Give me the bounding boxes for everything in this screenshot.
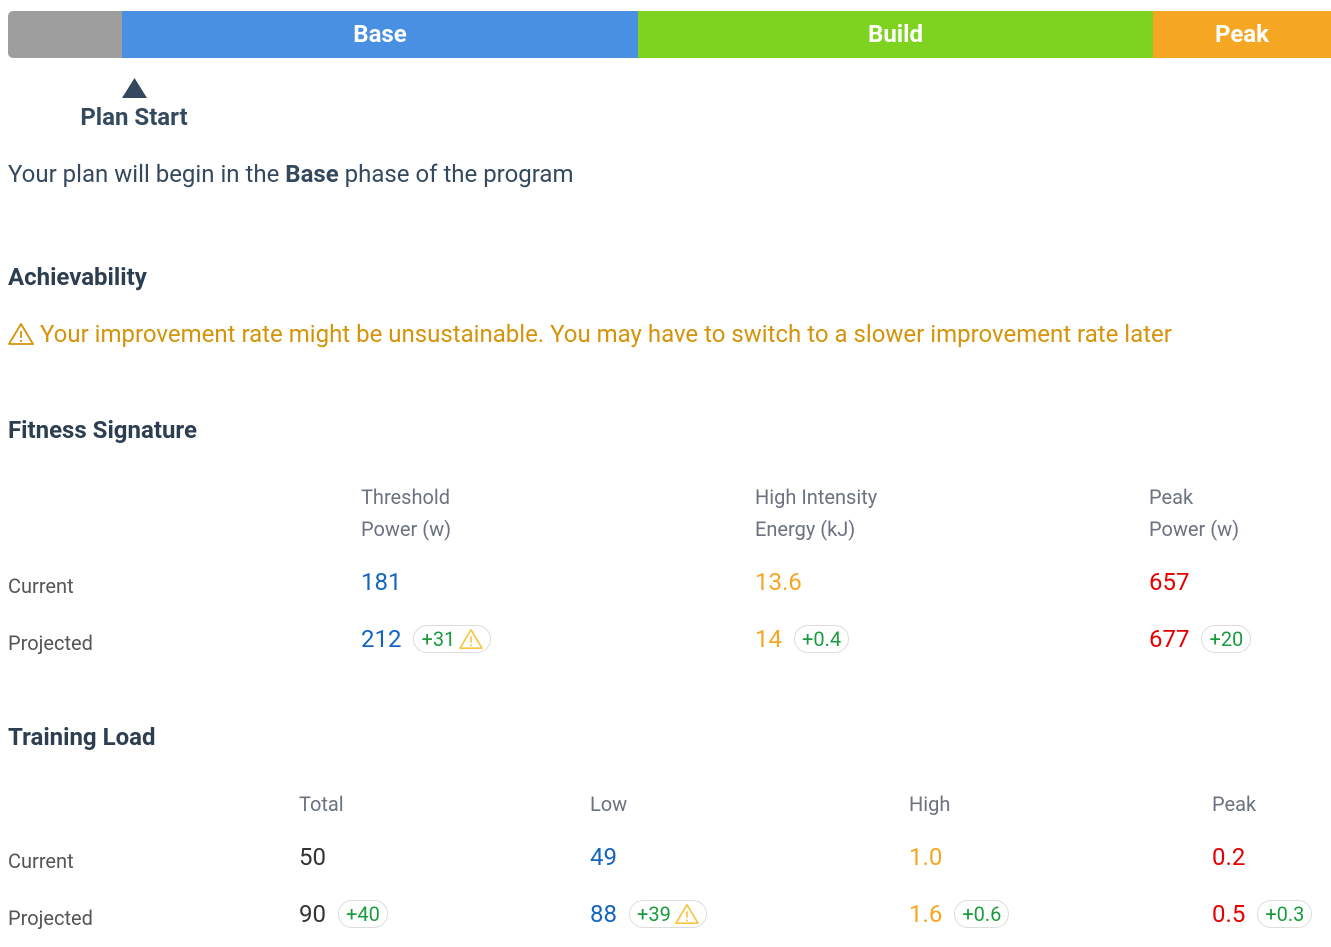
column-header: Total <box>299 788 344 820</box>
value-cell: 181 <box>361 568 401 596</box>
delta: +31 <box>421 627 456 651</box>
header-line: Total <box>299 792 344 816</box>
value: 1.6 <box>909 900 943 928</box>
value: 50 <box>299 843 326 871</box>
warning-line: Your improvement rate might be unsustain… <box>8 320 1172 348</box>
value-cell: 49 <box>590 843 617 871</box>
delta: +0.6 <box>962 902 1002 926</box>
value: 677 <box>1149 625 1190 653</box>
value-cell: 14 +0.4 <box>755 625 850 653</box>
intro-text: Your plan will begin in the Base phase o… <box>8 160 574 188</box>
delta-badge: +40 <box>337 900 388 928</box>
value-cell: 0.5 +0.3 <box>1212 900 1313 928</box>
delta: +39 <box>636 902 671 926</box>
intro-after: phase of the program <box>338 160 574 188</box>
row-label: Projected <box>8 631 93 655</box>
delta-badge: +39 <box>628 900 707 928</box>
row-label: Current <box>8 849 74 873</box>
warning-icon <box>8 323 34 345</box>
value-cell: 0.2 <box>1212 843 1245 871</box>
delta: +0.4 <box>801 627 842 651</box>
value-cell: 657 <box>1149 568 1189 596</box>
column-header: Threshold Power (w) <box>361 481 451 545</box>
value-cell: 677 +20 <box>1149 625 1252 653</box>
header-line: High <box>909 792 951 816</box>
value: 0.5 <box>1212 900 1246 928</box>
value: 14 <box>755 625 782 653</box>
delta-badge: +31 <box>413 625 492 653</box>
value: 13.6 <box>755 568 802 596</box>
row-label: Projected <box>8 906 93 930</box>
value: 88 <box>590 900 617 928</box>
row-label: Current <box>8 574 74 598</box>
delta: +40 <box>345 902 380 926</box>
value: 181 <box>361 568 402 596</box>
intro-before: Your plan will begin in the <box>8 160 286 188</box>
header-line: Low <box>590 792 628 816</box>
phase-bar: Base Build Peak <box>8 11 1331 58</box>
warning-icon <box>674 904 699 924</box>
column-header: Peak <box>1212 788 1256 820</box>
delta-badge: +0.4 <box>793 625 850 653</box>
value: 657 <box>1149 568 1190 596</box>
section-heading: Training Load <box>8 723 156 751</box>
value-cell: 212 +31 <box>361 625 492 653</box>
phase-segment: Peak <box>1153 11 1331 58</box>
value: 49 <box>590 843 617 871</box>
section-heading: Fitness Signature <box>8 416 197 444</box>
value-cell: 1.0 <box>909 843 942 871</box>
value-cell: 13.6 <box>755 568 802 596</box>
header-line: Power (w) <box>361 517 452 541</box>
value-cell: 88 +39 <box>590 900 707 928</box>
header-line: Threshold <box>361 485 451 509</box>
delta-badge: +20 <box>1201 625 1252 653</box>
column-header: Low <box>590 788 627 820</box>
plan-start-label: Plan Start <box>80 103 188 131</box>
phase-segment <box>8 11 122 58</box>
delta-badge: +0.6 <box>954 900 1010 928</box>
column-header: High Intensity Energy (kJ) <box>755 481 877 545</box>
value-cell: 1.6 +0.6 <box>909 900 1010 928</box>
header-line: High Intensity <box>755 485 878 509</box>
warning-text: Your improvement rate might be unsustain… <box>40 320 1172 348</box>
delta: +20 <box>1209 627 1244 651</box>
value-cell: 50 <box>299 843 326 871</box>
warning-icon <box>459 629 484 649</box>
delta: +0.3 <box>1265 902 1305 926</box>
header-line: Peak <box>1212 792 1257 816</box>
header-line: Peak <box>1149 485 1194 509</box>
plan-start-marker <box>122 78 147 98</box>
value-cell: 90 +40 <box>299 900 388 928</box>
section-heading: Achievability <box>8 263 147 291</box>
value: 0.2 <box>1212 843 1246 871</box>
column-header: High <box>909 788 950 820</box>
header-line: Power (w) <box>1149 517 1240 541</box>
column-header: Peak Power (w) <box>1149 481 1239 545</box>
intro-bold: Base <box>285 160 339 188</box>
phase-segment: Base <box>122 11 638 58</box>
value: 90 <box>299 900 326 928</box>
value: 212 <box>361 625 402 653</box>
value: 1.0 <box>909 843 943 871</box>
phase-segment: Build <box>638 11 1153 58</box>
header-line: Energy (kJ) <box>755 517 856 541</box>
delta-badge: +0.3 <box>1257 900 1313 928</box>
